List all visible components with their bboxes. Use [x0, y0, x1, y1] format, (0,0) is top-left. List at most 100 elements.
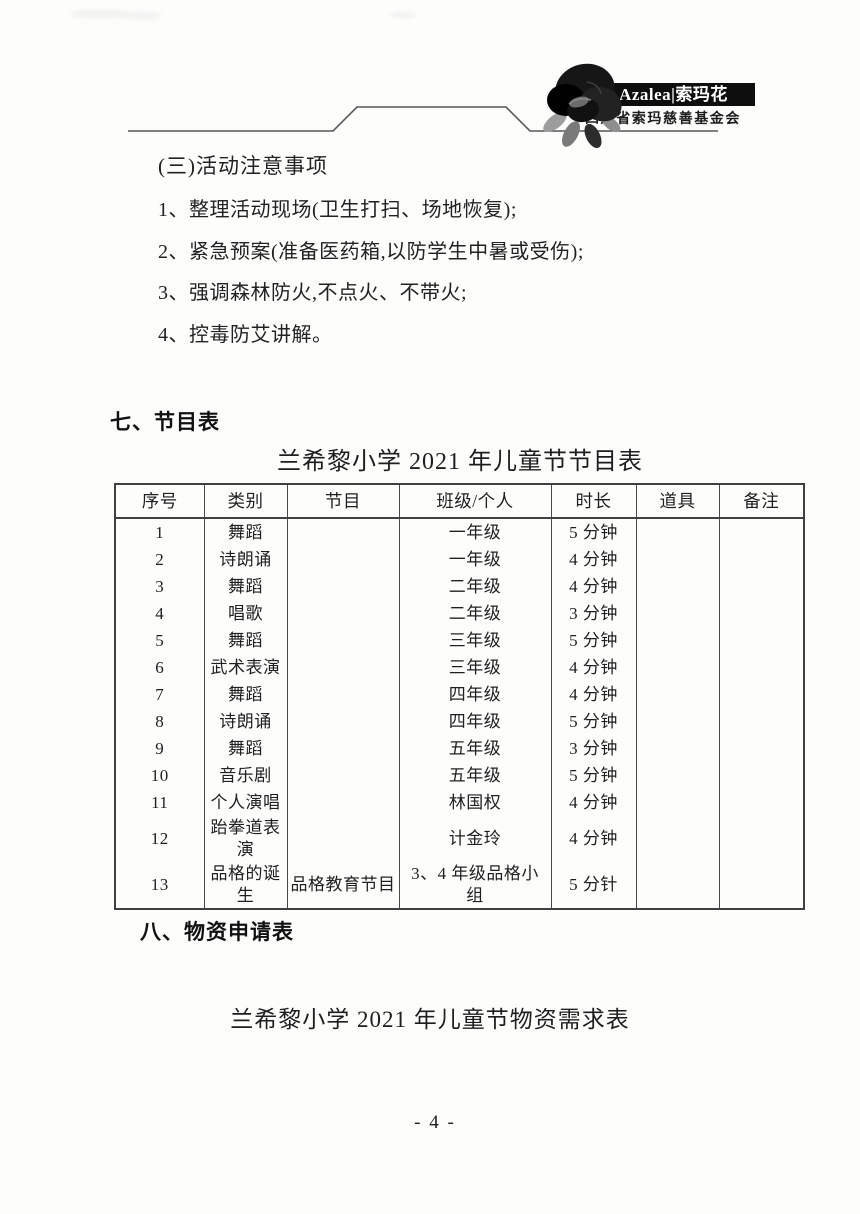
logo-banner-brand: Azalea|索玛花	[592, 83, 755, 106]
table-row: 6 武术表演 三年级 4 分钟	[115, 654, 804, 681]
table-cell: 舞蹈	[203, 573, 287, 600]
table-cell	[286, 708, 399, 735]
table-cell: 武术表演	[203, 654, 287, 681]
table-cell: 三年级	[398, 654, 551, 681]
program-table-body: 1 舞蹈 一年级 5 分钟 2 诗朗诵 一年级 4 分钟 3 舞蹈 二年级 4 分钟 4 唱歌 二年级 3 分…	[115, 518, 804, 909]
table-cell: 5 分钟	[550, 518, 636, 546]
note-item-3: 3、强调森林防火,不点火、不带火;	[158, 282, 468, 304]
table-cell	[635, 681, 719, 708]
table-cell	[718, 546, 804, 573]
col-header-duration: 时长	[550, 484, 636, 519]
table-cell: 诗朗诵	[203, 708, 287, 735]
col-header-class: 班级/个人	[398, 484, 551, 519]
table-cell: 9	[155, 738, 165, 758]
table-cell: 林国权	[398, 789, 551, 816]
table-cell: 5 分针	[550, 862, 636, 909]
table-row: 12 跆拳道表演 计金玲 4 分钟	[115, 816, 804, 862]
notes-section: (三)活动注意事项 1、整理活动现场(卫生打扫、场地恢复); 2、紧急预案(准备…	[158, 150, 698, 356]
notes-heading: (三)活动注意事项	[158, 154, 328, 178]
table-cell	[635, 546, 719, 573]
program-table: 序号 类别 节目 班级/个人 时长 道具 备注 1 舞蹈 一年级 5 分钟 2 诗朗诵 一年…	[114, 483, 805, 910]
table-cell: 舞蹈	[203, 518, 287, 546]
table-row: 5 舞蹈 三年级 5 分钟	[115, 627, 804, 654]
table-cell: 4 分钟	[550, 816, 636, 862]
table-cell	[286, 681, 399, 708]
table-row: 8 诗朗诵 四年级 5 分钟	[115, 708, 804, 735]
table-cell	[635, 816, 719, 862]
table-cell: 四年级	[398, 708, 551, 735]
table-cell	[718, 573, 804, 600]
table-cell	[718, 654, 804, 681]
table-cell	[718, 789, 804, 816]
table-cell: 个人演唱	[203, 789, 287, 816]
table-cell	[635, 708, 719, 735]
table-cell	[635, 862, 719, 909]
table-cell: 3、4 年级品格小组	[398, 862, 551, 909]
table-cell	[718, 816, 804, 862]
table-cell: 音乐剧	[203, 762, 287, 789]
scan-smudge	[70, 10, 130, 18]
table-cell: 5	[155, 630, 165, 650]
page-number: - 4 -	[414, 1112, 456, 1133]
table-cell: 舞蹈	[203, 627, 287, 654]
col-header-program: 节目	[286, 484, 399, 519]
program-section-heading: 七、节目表	[110, 411, 220, 434]
table-cell: 三年级	[398, 627, 551, 654]
table-cell: 4 分钟	[550, 654, 636, 681]
table-cell: 4	[155, 603, 165, 623]
header-rule-line	[128, 106, 718, 132]
table-cell	[635, 654, 719, 681]
table-cell	[286, 546, 399, 573]
page-footer: - 4 -	[0, 1112, 860, 1134]
table-cell	[635, 762, 719, 789]
table-cell	[286, 573, 399, 600]
table-cell	[635, 518, 719, 546]
table-cell: 12	[150, 829, 169, 848]
table-cell: 6	[155, 657, 165, 677]
table-cell	[718, 708, 804, 735]
col-header-category: 类别	[203, 484, 287, 519]
table-cell: 品格教育节目	[286, 862, 399, 909]
table-cell: 13	[150, 875, 169, 894]
table-cell: 五年级	[398, 762, 551, 789]
table-cell: 4 分钟	[550, 681, 636, 708]
table-cell	[286, 600, 399, 627]
table-cell	[635, 573, 719, 600]
table-cell	[635, 735, 719, 762]
table-row: 11 个人演唱 林国权 4 分钟	[115, 789, 804, 816]
table-cell	[286, 789, 399, 816]
table-row: 3 舞蹈 二年级 4 分钟	[115, 573, 804, 600]
table-cell	[718, 862, 804, 909]
table-row: 9 舞蹈 五年级 3 分钟	[115, 735, 804, 762]
program-table-title: 兰希黎小学 2021 年儿童节节目表	[277, 449, 643, 475]
table-cell	[635, 600, 719, 627]
azalea-flower-icon	[543, 63, 622, 149]
table-cell: 四年级	[398, 681, 551, 708]
table-cell: 诗朗诵	[203, 546, 287, 573]
table-cell: 舞蹈	[203, 681, 287, 708]
col-header-index: 序号	[115, 484, 204, 519]
table-row: 1 舞蹈 一年级 5 分钟	[115, 518, 804, 546]
table-cell: 二年级	[398, 573, 551, 600]
col-header-remarks: 备注	[718, 484, 804, 519]
table-cell: 3 分钟	[550, 735, 636, 762]
table-cell: 5 分钟	[550, 762, 636, 789]
table-cell: 3	[155, 576, 165, 596]
table-cell: 7	[155, 684, 165, 704]
table-header-row: 序号 类别 节目 班级/个人 时长 道具 备注	[115, 484, 804, 519]
note-item-1: 1、整理活动现场(卫生打扫、场地恢复);	[158, 199, 517, 221]
table-cell: 品格的诞生	[203, 862, 287, 909]
table-cell	[286, 518, 399, 546]
supplies-table-title: 兰希黎小学 2021 年儿童节物资需求表	[230, 1007, 630, 1032]
table-cell	[718, 600, 804, 627]
table-cell: 3 分钟	[550, 600, 636, 627]
table-row: 4 唱歌 二年级 3 分钟	[115, 600, 804, 627]
table-cell	[718, 681, 804, 708]
logo-org-name: 四川省索玛慈善基金会	[585, 112, 741, 127]
supplies-section-heading: 八、物资申请表	[140, 921, 294, 944]
table-row: 13 品格的诞生 品格教育节目 3、4 年级品格小组 5 分针	[115, 862, 804, 909]
table-cell: 5 分钟	[550, 627, 636, 654]
table-cell	[718, 627, 804, 654]
table-cell: 一年级	[398, 518, 551, 546]
